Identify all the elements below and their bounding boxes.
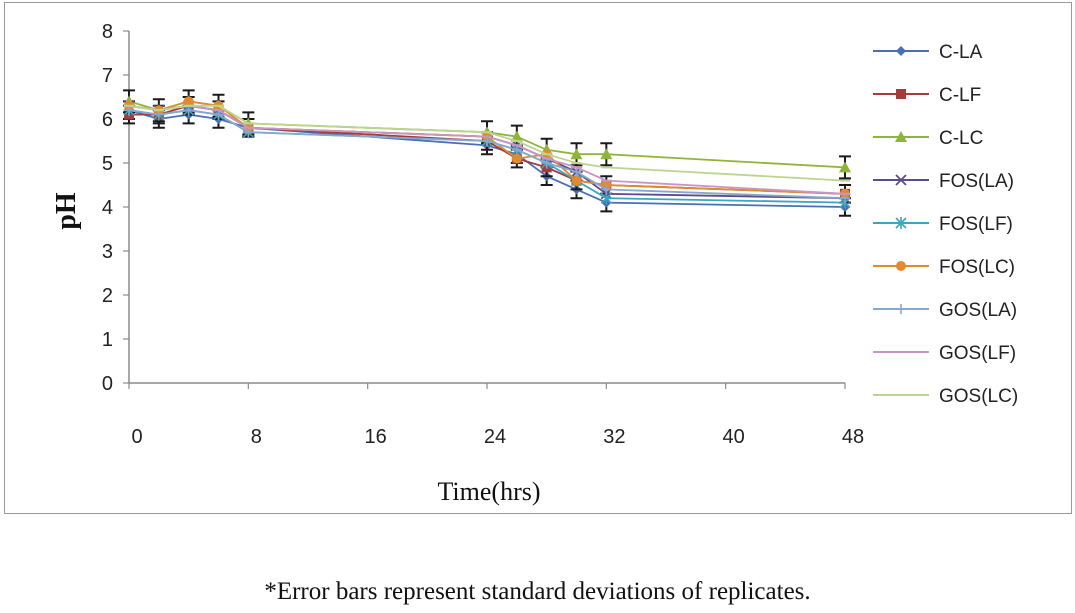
y-tick-label: 4: [102, 197, 113, 219]
legend-label: C-LA: [939, 42, 983, 63]
data-point: [482, 136, 492, 146]
y-tick-label: 6: [102, 109, 113, 131]
data-point: [839, 161, 851, 173]
legend-label: C-LF: [939, 85, 981, 106]
x-tick-label: 48: [842, 426, 864, 448]
data-point: [213, 109, 224, 120]
legend-item: GOS(LA): [873, 300, 1017, 321]
legend-item: FOS(LC): [873, 257, 1015, 278]
data-point: [511, 153, 522, 164]
legend-label: GOS(LC): [939, 386, 1018, 407]
y-tick-label: 3: [102, 241, 113, 263]
data-point: [183, 96, 194, 107]
series-layer: [123, 89, 851, 217]
x-tick-label: 40: [723, 426, 745, 448]
legend-label: C-LC: [939, 128, 983, 149]
data-point: [896, 304, 906, 314]
x-tick-label: 32: [603, 426, 625, 448]
y-tick-label: 8: [102, 21, 113, 43]
data-point: [600, 148, 613, 160]
series-fos-lf-: [123, 104, 851, 209]
series-gos-la-: [124, 105, 850, 204]
legend-item: FOS(LA): [873, 171, 1014, 192]
data-point: [183, 105, 194, 116]
data-point: [895, 131, 907, 142]
ph-line-chart: 0 1 2 3 4 5 6 7 8 0 8 16 24 32 40 48 C-LA C-LF C-LC FOS(LA…: [51, 21, 1018, 506]
data-point: [896, 261, 906, 271]
data-point: [601, 184, 612, 195]
data-point: [570, 148, 583, 160]
y-tick-label: 1: [102, 329, 113, 351]
legend-item: GOS(LF): [873, 343, 1016, 364]
data-point: [511, 144, 522, 155]
data-point: [896, 46, 906, 56]
legend-label: FOS(LA): [939, 171, 1014, 192]
y-tick-label: 0: [102, 373, 113, 395]
legend-item: GOS(LC): [873, 386, 1018, 407]
data-point: [153, 109, 164, 120]
y-tick-label: 7: [102, 65, 113, 87]
data-point: [571, 166, 582, 177]
data-point: [840, 193, 850, 204]
legend-item: C-LA: [873, 42, 983, 63]
legend-label: FOS(LF): [939, 214, 1013, 235]
x-tick-label: 0: [131, 426, 142, 448]
chart-frame: 0 1 2 3 4 5 6 7 8 0 8 16 24 32 40 48 C-LA C-LF C-LC FOS(LA…: [4, 2, 1072, 514]
data-point: [243, 127, 254, 138]
x-tick-label: 8: [251, 426, 262, 448]
series-gos-lc-: [124, 104, 850, 182]
y-axis-title: pH: [51, 192, 82, 230]
legend: C-LA C-LF C-LC FOS(LA) FOS(LF) FOS(LC) GOS(LA)…: [873, 42, 1018, 407]
legend-item: C-LF: [873, 85, 981, 106]
legend-label: GOS(LF): [939, 343, 1016, 364]
x-axis-title: Time(hrs): [437, 477, 540, 506]
legend-label: GOS(LA): [939, 300, 1017, 321]
legend-item: C-LC: [873, 128, 983, 149]
y-tick-label: 5: [102, 153, 113, 175]
x-tick-label: 24: [484, 426, 506, 448]
legend-label: FOS(LC): [939, 257, 1015, 278]
data-point: [571, 175, 582, 186]
data-point: [895, 217, 907, 229]
legend-item: FOS(LF): [873, 214, 1013, 235]
data-point: [896, 89, 906, 99]
footnote: *Error bars represent standard deviation…: [264, 578, 811, 605]
axes: 0 1 2 3 4 5 6 7 8 0 8 16 24 32 40 48: [102, 21, 864, 448]
y-tick-label: 2: [102, 285, 113, 307]
x-tick-label: 16: [365, 426, 387, 448]
data-point: [541, 158, 552, 168]
data-point: [895, 174, 907, 186]
data-point: [124, 105, 134, 116]
data-point: [510, 130, 523, 142]
